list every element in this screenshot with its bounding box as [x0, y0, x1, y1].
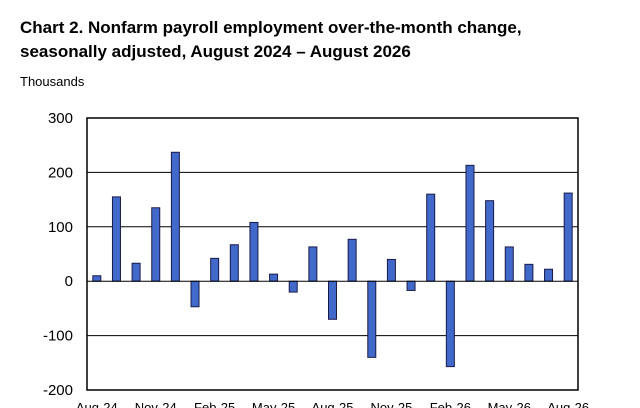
y-tick-label: -200 [43, 382, 73, 399]
bar-dec-25 [406, 280, 416, 291]
bar-dec-24 [170, 151, 180, 282]
x-tick-label: Aug-24 [76, 400, 118, 408]
bar-feb-26 [445, 280, 455, 368]
bar-jan-25 [190, 280, 200, 308]
bar-nov-25 [386, 258, 396, 282]
x-tick-label: Nov-24 [135, 400, 177, 408]
bar-sep-24 [111, 196, 121, 282]
bars [92, 151, 573, 368]
x-tick-labels: Aug-24 Nov-24 Feb-25 May-25 Aug-25 Nov-25 Feb-… [76, 400, 589, 408]
bar-apr-25 [249, 221, 259, 282]
bar-oct-25 [367, 280, 377, 358]
y-tick-label: 300 [48, 110, 73, 127]
bar-sep-25 [347, 238, 357, 282]
x-tick-label: Feb-25 [194, 400, 235, 408]
bar-jul-25 [308, 246, 318, 282]
y-tick-label: 0 [65, 273, 73, 290]
x-tick-label: Aug-25 [312, 400, 354, 408]
bar-may-26 [504, 246, 514, 282]
x-tick-label: Nov-25 [370, 400, 412, 408]
x-tick-label: Aug-26 [547, 400, 589, 408]
chart-title-line-1: Chart 2. Nonfarm payroll employment over… [20, 18, 522, 37]
bar-may-25 [269, 273, 279, 282]
bar-aug-24 [92, 275, 102, 282]
bar-aug-25 [328, 280, 337, 320]
y-tick-label: -100 [43, 328, 73, 345]
bar-nov-24 [151, 207, 161, 282]
x-tick-label: May-25 [252, 400, 295, 408]
y-axis-units-label: Thousands [20, 74, 85, 89]
bar-jan-26 [426, 193, 436, 282]
chart-title-line-2: seasonally adjusted, August 2024 – Augus… [20, 42, 411, 61]
y-tick-label: 200 [48, 164, 73, 181]
plot-frame [86, 117, 579, 391]
bar-jun-25 [288, 280, 298, 293]
bar-mar-25 [229, 244, 239, 282]
bar-feb-25 [210, 257, 220, 282]
bar-aug-26 [563, 192, 573, 282]
y-tick-label: 100 [48, 219, 73, 236]
bar-oct-24 [131, 262, 141, 282]
bar-apr-26 [485, 200, 495, 282]
bar-jun-26 [524, 263, 534, 282]
plot-border [86, 117, 579, 391]
x-tick-label: May-26 [488, 400, 531, 408]
x-tick-label: Feb-26 [430, 400, 471, 408]
chart-title: Chart 2. Nonfarm payroll employment over… [20, 16, 620, 64]
bar-mar-26 [465, 164, 475, 282]
bar-jul-26 [544, 268, 554, 282]
gridlines [87, 171, 578, 337]
y-tick-labels: 300 200 100 0 -100 -200 [43, 110, 73, 399]
